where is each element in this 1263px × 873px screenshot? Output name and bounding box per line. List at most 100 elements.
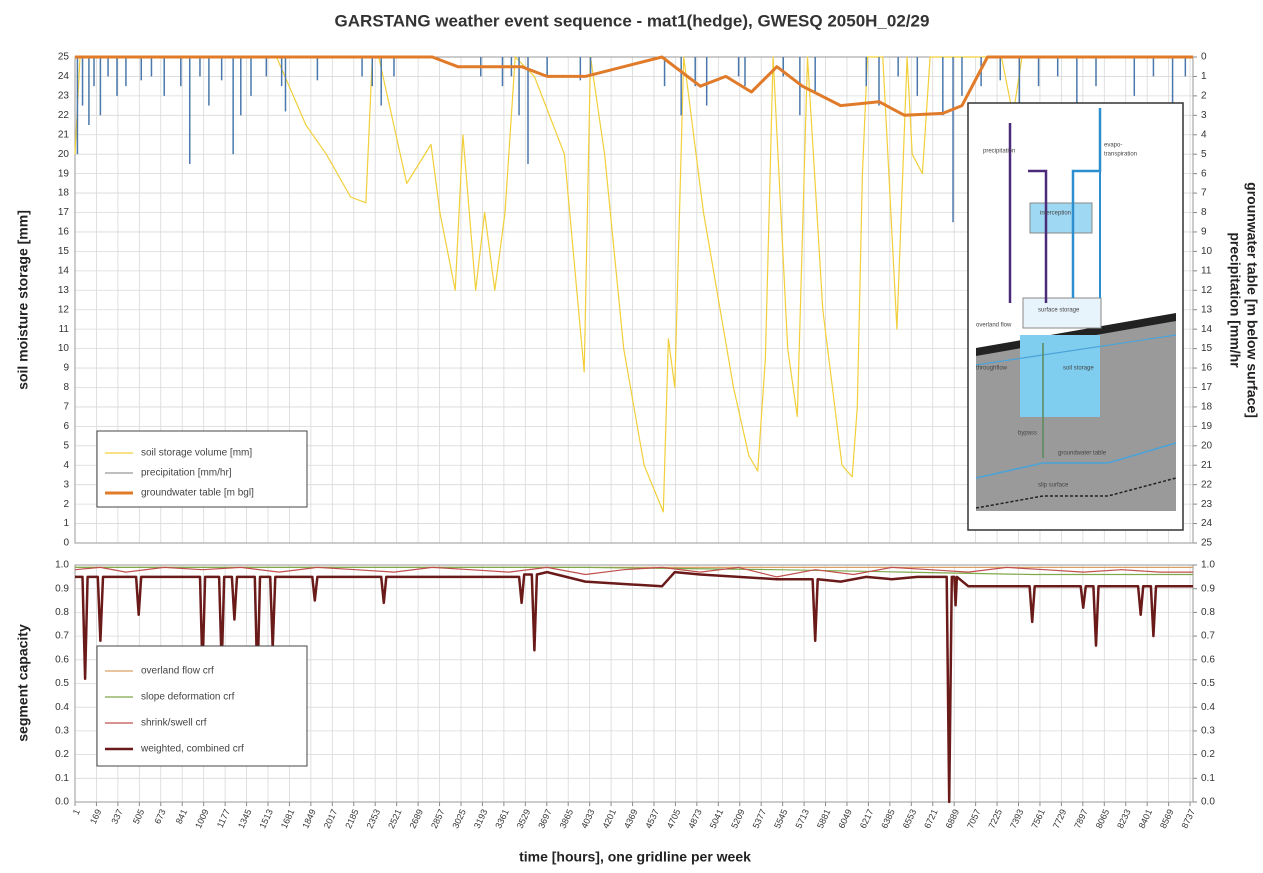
y2-tick-label: 0.9 [1201,583,1215,594]
x-tick-label: 2689 [408,808,426,830]
diagram-label: overland flow [976,323,1012,329]
y-tick-label: 16 [58,227,70,238]
y2-tick-label: 0.8 [1201,607,1215,618]
x-tick-label: 8401 [1137,808,1155,830]
y2-tick-label: 0.2 [1201,749,1215,760]
y2-tick-label: 0.6 [1201,654,1215,665]
x-tick-label: 337 [109,808,124,826]
y2-tick-label: 20 [1201,440,1213,451]
legend-label: soil storage volume [mm] [141,448,252,459]
x-tick-label: 8065 [1094,808,1112,830]
y2-tick-label: 17 [1201,382,1213,393]
legend-label: slope deformation crf [141,692,235,703]
y2-tick-label: 24 [1201,518,1213,529]
x-tick-label: 3361 [493,808,511,830]
y-tick-label: 14 [58,265,70,276]
y2-tick-label: 1 [1201,71,1207,82]
interception-box [1030,203,1092,233]
x-tick-label: 1849 [300,808,318,830]
diagram-label: precipitation [983,149,1015,155]
x-tick-label: 2353 [365,808,383,830]
x-tick-label: 841 [174,808,189,826]
y-tick-label: 18 [58,188,70,199]
x-tick-label: 6385 [879,808,897,830]
legend-label: weighted, combined crf [140,744,244,755]
x-tick-label: 1177 [215,808,232,830]
diagram-label: evapo- [1104,143,1122,149]
y2-tick-label: 1.0 [1201,560,1215,571]
x-tick-label: 3529 [515,808,533,830]
diagram-label: surface storage [1038,308,1080,314]
y-tick-label: 0.7 [55,631,69,642]
legend-label: overland flow crf [141,666,214,677]
chart: GARSTANG weather event sequence - mat1(h… [0,0,1263,873]
x-tick-label: 7561 [1029,808,1047,830]
y-tick-label: 2 [63,499,69,510]
x-axis-label: time [hours], one gridline per week [519,849,751,865]
y-tick-label: 8 [63,382,69,393]
x-tick-label: 5713 [794,808,812,830]
y-tick-label: 20 [58,149,70,160]
y2-tick-label: 11 [1201,265,1212,276]
x-tick-label: 8569 [1158,808,1176,830]
y-tick-label: 3 [63,479,69,490]
y2-tick-label: 13 [1201,304,1213,315]
y2-tick-label: 19 [1201,421,1213,432]
x-tick-label: 2521 [386,808,404,830]
diagram-label: interception [1040,211,1071,217]
x-tick-label: 1513 [257,808,275,830]
y2-axis-label: precipitation [mm/hr [1227,232,1243,368]
x-tick-label: 2185 [343,808,361,830]
diagram-label: transpiration [1104,152,1137,158]
y-tick-label: 12 [58,304,70,315]
y2-tick-label: 0.0 [1201,797,1215,808]
x-tick-label: 5881 [815,808,833,830]
y2-tick-label: 7 [1201,188,1207,199]
diagram-label: soil storage [1063,366,1094,372]
y2-tick-label: 2 [1201,91,1207,102]
y-axis-label: segment capacity [15,624,31,742]
y2-tick-label: 0.7 [1201,631,1215,642]
y2-tick-label: 0.4 [1201,702,1215,713]
x-tick-label: 8737 [1180,808,1198,830]
x-tick-label: 5545 [772,808,790,830]
y-tick-label: 15 [58,246,70,257]
y-tick-label: 24 [58,71,70,82]
y-tick-label: 5 [63,440,69,451]
y2-tick-label: 18 [1201,402,1213,413]
y-tick-label: 0.2 [55,749,69,760]
y-tick-label: 7 [63,402,69,413]
y-tick-label: 1 [63,518,69,529]
y-tick-label: 6 [63,421,69,432]
y2-tick-label: 10 [1201,246,1213,257]
y2-tick-label: 25 [1201,538,1213,549]
y-tick-label: 19 [58,168,70,179]
y-tick-label: 0.4 [55,702,69,713]
x-tick-label: 3025 [450,808,468,830]
x-tick-label: 5041 [708,808,726,830]
x-tick-label: 5209 [729,808,747,830]
x-tick-label: 4873 [686,808,704,830]
x-tick-label: 1681 [279,808,297,830]
y-tick-label: 0.1 [55,773,69,784]
y2-tick-label: 0.1 [1201,773,1215,784]
x-tick-label: 7225 [987,808,1005,830]
y-tick-label: 0.5 [55,678,69,689]
y-tick-label: 22 [58,110,70,121]
x-tick-label: 6217 [858,808,876,830]
y-tick-label: 0.6 [55,654,69,665]
y2-tick-label: 16 [1201,363,1213,374]
diagram-label: bypass [1018,431,1037,437]
y2-tick-label: 23 [1201,499,1213,510]
y2-axis-label: grounwater table [m below surface] [1244,182,1260,418]
x-tick-label: 673 [152,808,167,826]
x-tick-label: 4033 [579,808,597,830]
y-tick-label: 0.3 [55,726,69,737]
y-tick-label: 0.8 [55,607,69,618]
y-tick-label: 1.0 [55,560,69,571]
diagram-label: slip surface [1038,483,1069,489]
y2-tick-label: 15 [1201,343,1213,354]
chart-title: GARSTANG weather event sequence - mat1(h… [335,11,930,30]
y2-tick-label: 3 [1201,110,1207,121]
x-tick-label: 2017 [322,808,340,830]
